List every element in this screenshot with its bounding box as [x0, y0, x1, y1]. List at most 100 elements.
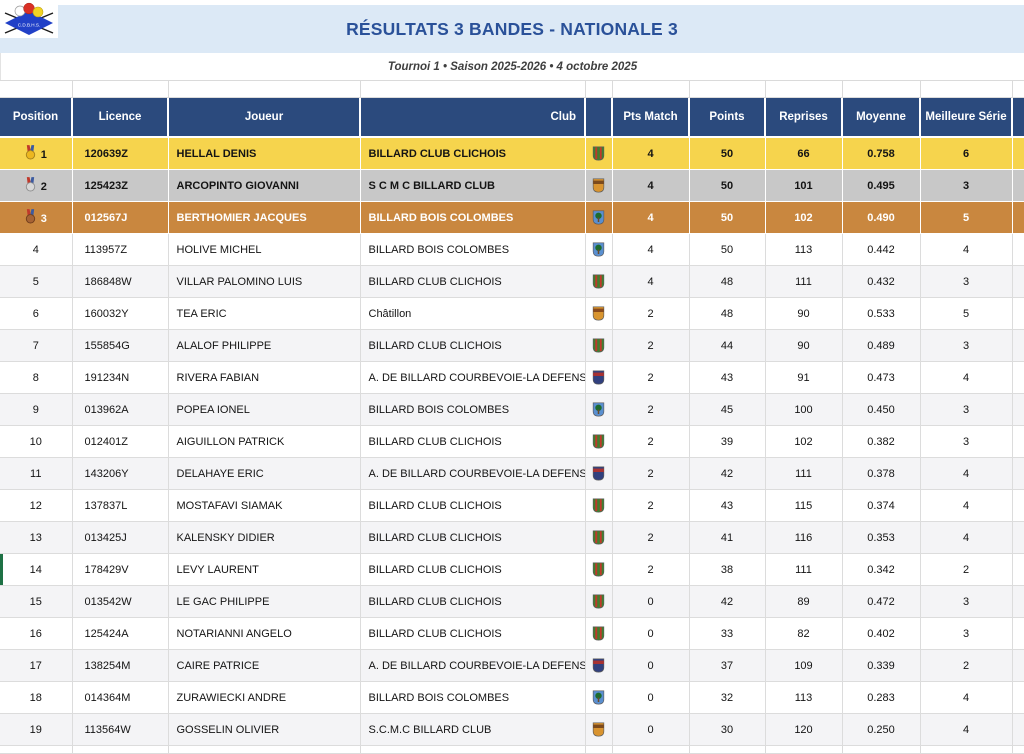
cell-club[interactable]: BILLARD CLUB CLICHOIS	[360, 521, 586, 554]
cell-joueur[interactable]: LE GAC PHILIPPE	[168, 585, 361, 618]
cell-joueur[interactable]: AIGUILLON PATRICK	[168, 425, 361, 458]
cell-club[interactable]: BILLARD CLUB CLICHOIS	[360, 489, 586, 522]
cell-moyenne[interactable]: 0.378	[842, 457, 921, 490]
cell-points[interactable]: 43	[689, 489, 766, 522]
cell-club[interactable]: BILLARD CLUB CLICHOIS	[360, 137, 586, 170]
cell-reprises[interactable]: 102	[765, 425, 843, 458]
cell-club[interactable]: BILLARD BOIS COLOMBES	[360, 233, 586, 266]
cell-position[interactable]: 16	[0, 617, 73, 650]
cell-meilleure-serie[interactable]: 4	[920, 489, 1013, 522]
cell-position[interactable]: 12	[0, 489, 73, 522]
cell-meilleure-serie[interactable]: 3	[920, 585, 1013, 618]
cell-position[interactable]: 5	[0, 265, 73, 298]
cell-points[interactable]: 41	[689, 521, 766, 554]
cell-pts-match[interactable]: 4	[612, 169, 690, 202]
cell-club[interactable]: A. DE BILLARD COURBEVOIE-LA DEFENSE	[360, 457, 586, 490]
cell-points[interactable]: 32	[689, 681, 766, 714]
cell-joueur[interactable]: ARCOPINTO GIOVANNI	[168, 169, 361, 202]
cell-licence[interactable]: 012567J	[72, 201, 169, 234]
cell-pts-match[interactable]: 2	[612, 361, 690, 394]
cell-reprises[interactable]: 111	[765, 265, 843, 298]
cell-pts-match[interactable]: 2	[612, 393, 690, 426]
cell-club[interactable]: BILLARD CLUB CLICHOIS	[360, 265, 586, 298]
cell-joueur[interactable]: VILLAR PALOMINO LUIS	[168, 265, 361, 298]
cell-reprises[interactable]: 111	[765, 457, 843, 490]
col-header-meilleure-serie[interactable]: Meilleure Série	[920, 98, 1013, 138]
cell-joueur[interactable]: MOSTAFAVI SIAMAK	[168, 489, 361, 522]
cell-licence[interactable]: 120639Z	[72, 137, 169, 170]
cell-meilleure-serie[interactable]: 3	[920, 329, 1013, 362]
cell-licence[interactable]: 014364M	[72, 681, 169, 714]
col-header-reprises[interactable]: Reprises	[765, 98, 843, 138]
cell-moyenne[interactable]: 0.495	[842, 169, 921, 202]
cell-club[interactable]: BILLARD BOIS COLOMBES	[360, 393, 586, 426]
cell-position[interactable]: 7	[0, 329, 73, 362]
cell-position[interactable]: 8	[0, 361, 73, 394]
cell-points[interactable]: 37	[689, 649, 766, 682]
cell-club[interactable]: A. DE BILLARD COURBEVOIE-LA DEFENSE	[360, 649, 586, 682]
cell-pts-match[interactable]: 4	[612, 201, 690, 234]
cell-pts-match[interactable]: 2	[612, 297, 690, 330]
cell-meilleure-serie[interactable]: 5	[920, 201, 1013, 234]
cell-position[interactable]: 18	[0, 681, 73, 714]
cell-joueur[interactable]: ALALOF PHILIPPE	[168, 329, 361, 362]
cell-moyenne[interactable]: 0.472	[842, 585, 921, 618]
cell-club-crest[interactable]	[585, 169, 613, 202]
cell-moyenne[interactable]: 0.432	[842, 265, 921, 298]
cell-moyenne[interactable]: 0.473	[842, 361, 921, 394]
cell-meilleure-serie[interactable]: 2	[920, 649, 1013, 682]
cell-position[interactable]: 15	[0, 585, 73, 618]
cell-meilleure-serie[interactable]: 3	[920, 393, 1013, 426]
cell-licence[interactable]: 012401Z	[72, 425, 169, 458]
cell-reprises[interactable]: 115	[765, 489, 843, 522]
cell-position[interactable]: 3	[0, 201, 73, 234]
cell-club-crest[interactable]	[585, 393, 613, 426]
cell-joueur[interactable]: POPEA IONEL	[168, 393, 361, 426]
table-row[interactable]: 11 143206Y DELAHAYE ERIC A. DE BILLARD C…	[0, 457, 1024, 490]
table-row[interactable]: 1 120639Z HELLAL DENIS BILLARD CLUB CLIC…	[0, 137, 1024, 170]
cell-joueur[interactable]: BERTHOMIER JACQUES	[168, 201, 361, 234]
cell-club[interactable]: BILLARD CLUB CLICHOIS	[360, 329, 586, 362]
cell-club[interactable]: BILLARD BOIS COLOMBES	[360, 201, 586, 234]
cell-reprises[interactable]: 102	[765, 201, 843, 234]
cell-licence[interactable]: 125424A	[72, 617, 169, 650]
cell-points[interactable]: 50	[689, 137, 766, 170]
table-row[interactable]: 7 155854G ALALOF PHILIPPE BILLARD CLUB C…	[0, 329, 1024, 362]
cell-licence[interactable]: 013542W	[72, 585, 169, 618]
cell-points[interactable]: 33	[689, 617, 766, 650]
cell-points[interactable]: 50	[689, 169, 766, 202]
cell-club-crest[interactable]	[585, 553, 613, 586]
cell-pts-match[interactable]: 0	[612, 681, 690, 714]
cell-pts-match[interactable]: 2	[612, 329, 690, 362]
cell-licence[interactable]: 013962A	[72, 393, 169, 426]
cell-club[interactable]: BILLARD CLUB CLICHOIS	[360, 617, 586, 650]
cell-licence[interactable]: 125423Z	[72, 169, 169, 202]
cell-position[interactable]: 10	[0, 425, 73, 458]
cell-licence[interactable]: 186848W	[72, 265, 169, 298]
table-row[interactable]: 14 178429V LEVY LAURENT BILLARD CLUB CLI…	[0, 553, 1024, 586]
cell-club[interactable]: BILLARD CLUB CLICHOIS	[360, 585, 586, 618]
cell-meilleure-serie[interactable]: 4	[920, 681, 1013, 714]
cell-club-crest[interactable]	[585, 329, 613, 362]
cell-position[interactable]: 11	[0, 457, 73, 490]
cell-joueur[interactable]: DELAHAYE ERIC	[168, 457, 361, 490]
cell-reprises[interactable]: 91	[765, 361, 843, 394]
cell-reprises[interactable]: 100	[765, 393, 843, 426]
cell-reprises[interactable]: 113	[765, 233, 843, 266]
cell-position[interactable]: 6	[0, 297, 73, 330]
cell-moyenne[interactable]: 0.450	[842, 393, 921, 426]
cell-joueur[interactable]: LEVY LAURENT	[168, 553, 361, 586]
cell-position[interactable]: 4	[0, 233, 73, 266]
cell-meilleure-serie[interactable]: 4	[920, 521, 1013, 554]
cell-meilleure-serie[interactable]: 4	[920, 361, 1013, 394]
cell-moyenne[interactable]: 0.442	[842, 233, 921, 266]
table-row[interactable]: 13 013425J KALENSKY DIDIER BILLARD CLUB …	[0, 521, 1024, 554]
cell-club-crest[interactable]	[585, 489, 613, 522]
cell-pts-match[interactable]: 4	[612, 233, 690, 266]
cell-pts-match[interactable]: 4	[612, 265, 690, 298]
cell-joueur[interactable]: HELLAL DENIS	[168, 137, 361, 170]
col-header-licence[interactable]: Licence	[72, 98, 169, 138]
cell-moyenne[interactable]: 0.342	[842, 553, 921, 586]
cell-pts-match[interactable]: 0	[612, 585, 690, 618]
table-row[interactable]: 5 186848W VILLAR PALOMINO LUIS BILLARD C…	[0, 265, 1024, 298]
